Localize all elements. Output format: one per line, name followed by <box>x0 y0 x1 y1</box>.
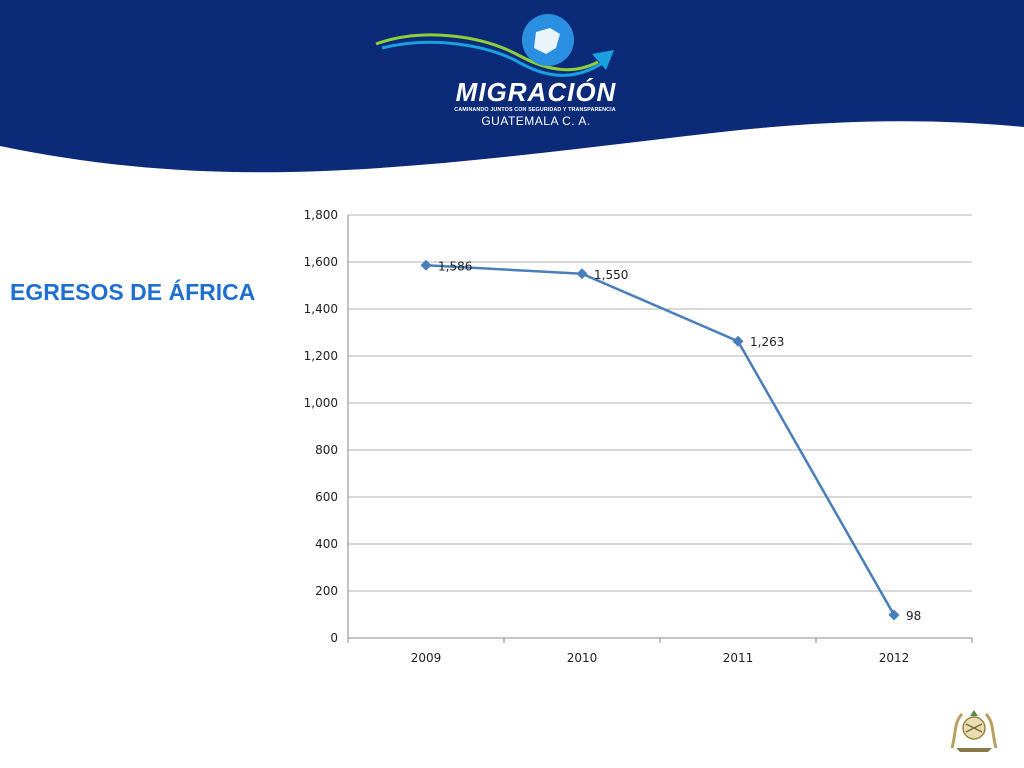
y-tick-label: 1,200 <box>304 349 338 363</box>
data-label: 1,586 <box>438 259 472 273</box>
y-tick-label: 1,800 <box>304 208 338 222</box>
data-point-marker <box>888 609 900 621</box>
y-tick-label: 1,400 <box>304 302 338 316</box>
y-tick-label: 800 <box>315 443 338 457</box>
data-label: 98 <box>906 609 921 623</box>
data-point-marker <box>732 335 744 347</box>
logo-swoosh-graphic <box>375 14 614 77</box>
header-band <box>0 0 1024 173</box>
x-tick-label: 2012 <box>879 651 910 665</box>
x-tick-label: 2010 <box>567 651 598 665</box>
logo-title: MIGRACIÓN <box>455 77 617 107</box>
x-tick-label: 2011 <box>723 651 754 665</box>
data-label: 1,263 <box>750 335 784 349</box>
data-point-marker <box>420 259 432 271</box>
y-tick-label: 1,000 <box>304 396 338 410</box>
coat-of-arms-icon <box>950 710 998 752</box>
logo-country: GUATEMALA C. A. <box>481 114 591 128</box>
y-tick-label: 600 <box>315 490 338 504</box>
data-label: 1,550 <box>594 268 628 282</box>
y-tick-label: 400 <box>315 537 338 551</box>
slide-title: EGRESOS DE ÁFRICA <box>10 279 256 305</box>
series-line <box>425 264 896 616</box>
y-tick-label: 1,600 <box>304 255 338 269</box>
migracion-logo: MIGRACIÓN CAMINANDO JUNTOS CON SEGURIDAD… <box>370 14 650 134</box>
line-chart: 0 200 400 600 800 1,000 1,200 1,400 1,600 1,800 20… <box>304 208 973 665</box>
x-tick-label: 2009 <box>411 651 442 665</box>
y-tick-label: 200 <box>315 584 338 598</box>
logo-tagline: CAMINANDO JUNTOS CON SEGURIDAD Y TRANSPA… <box>454 107 616 113</box>
y-tick-label: 0 <box>330 631 338 645</box>
data-point-marker <box>576 268 588 280</box>
